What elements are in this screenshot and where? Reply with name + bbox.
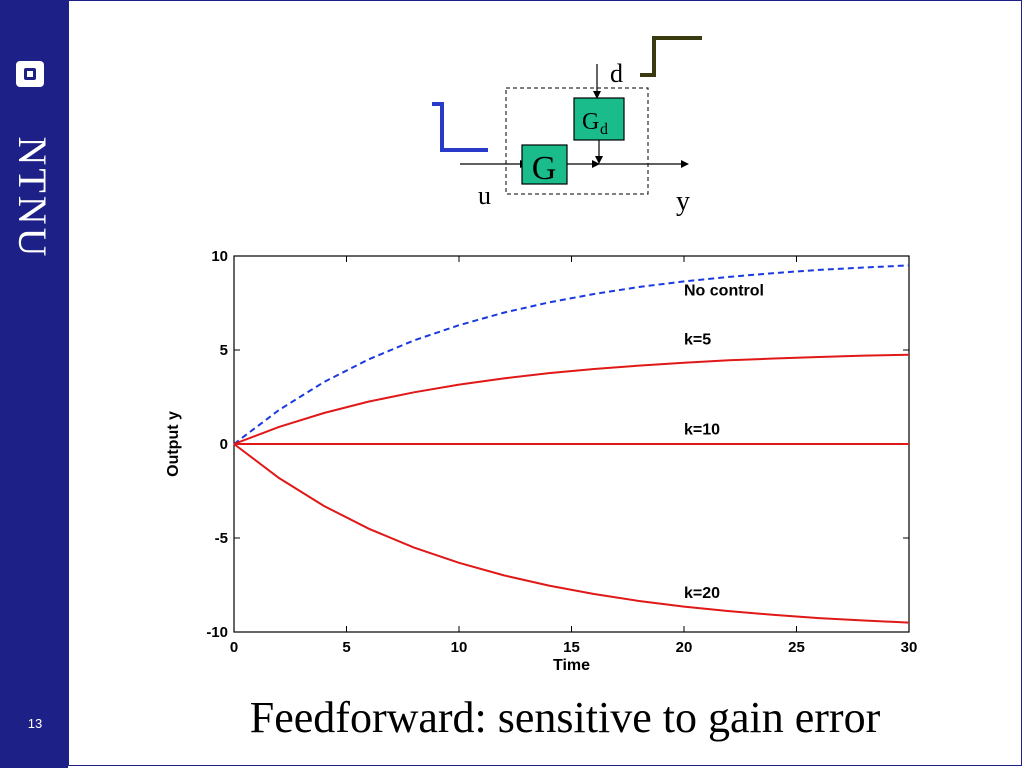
x-tick-label: 30	[901, 639, 918, 656]
series-line-no-control	[233, 264, 910, 445]
series-annotation: k=5	[684, 331, 711, 348]
y-tick-label: 5	[220, 342, 228, 359]
slide-title: Feedforward: sensitive to gain error	[249, 693, 881, 742]
gd-output-arrow-head	[595, 156, 603, 164]
x-tick-label: 15	[563, 639, 580, 656]
y-label: y	[676, 186, 690, 217]
y-axis-label: Output y	[165, 411, 182, 477]
disturbance-step-signal	[640, 36, 702, 77]
page-number: 13	[27, 716, 43, 731]
y-tick-label: 10	[211, 248, 228, 265]
x-axis-label: Time	[553, 657, 590, 674]
x-tick-label: 5	[342, 639, 350, 656]
g-block-label: G	[532, 150, 557, 187]
y-tick-label: -5	[215, 530, 228, 547]
y-tick-label: -10	[206, 624, 228, 641]
series-line-k-5	[233, 353, 910, 445]
ntnu-logo-mark-icon	[16, 61, 44, 87]
gd-block-label: G	[582, 109, 599, 135]
block-diagram: G G d u d y	[432, 36, 702, 217]
input-step-signal	[432, 102, 488, 152]
series-annotation: k=10	[684, 422, 720, 439]
plant-boundary	[505, 87, 649, 195]
series-annotation: No control	[684, 282, 764, 299]
content-frame	[68, 0, 1022, 766]
d-arrow-head	[593, 91, 601, 99]
y-tick-label: 0	[220, 436, 228, 453]
x-tick-label: 25	[788, 639, 805, 656]
series-annotation: k=20	[684, 585, 720, 602]
x-tick-label: 20	[676, 639, 693, 656]
u-label: u	[478, 181, 491, 210]
logo-text: NTNU	[10, 136, 55, 260]
output-chart: 0 5 10 15 20 25 30 10 5 0 -5 -10 Time Output y No cont…	[165, 248, 918, 674]
x-tick-label: 10	[451, 639, 468, 656]
d-label: d	[610, 59, 623, 88]
output-arrow-head	[681, 160, 689, 168]
sum-arrow-head	[592, 160, 600, 168]
ntnu-logo: NTNU	[10, 55, 58, 265]
sidebar: NTNU 13	[0, 0, 68, 768]
series-line-k-20	[233, 443, 910, 624]
g-block	[521, 144, 568, 185]
x-tick-label: 0	[230, 639, 238, 656]
gd-block-subscript: d	[600, 121, 608, 138]
